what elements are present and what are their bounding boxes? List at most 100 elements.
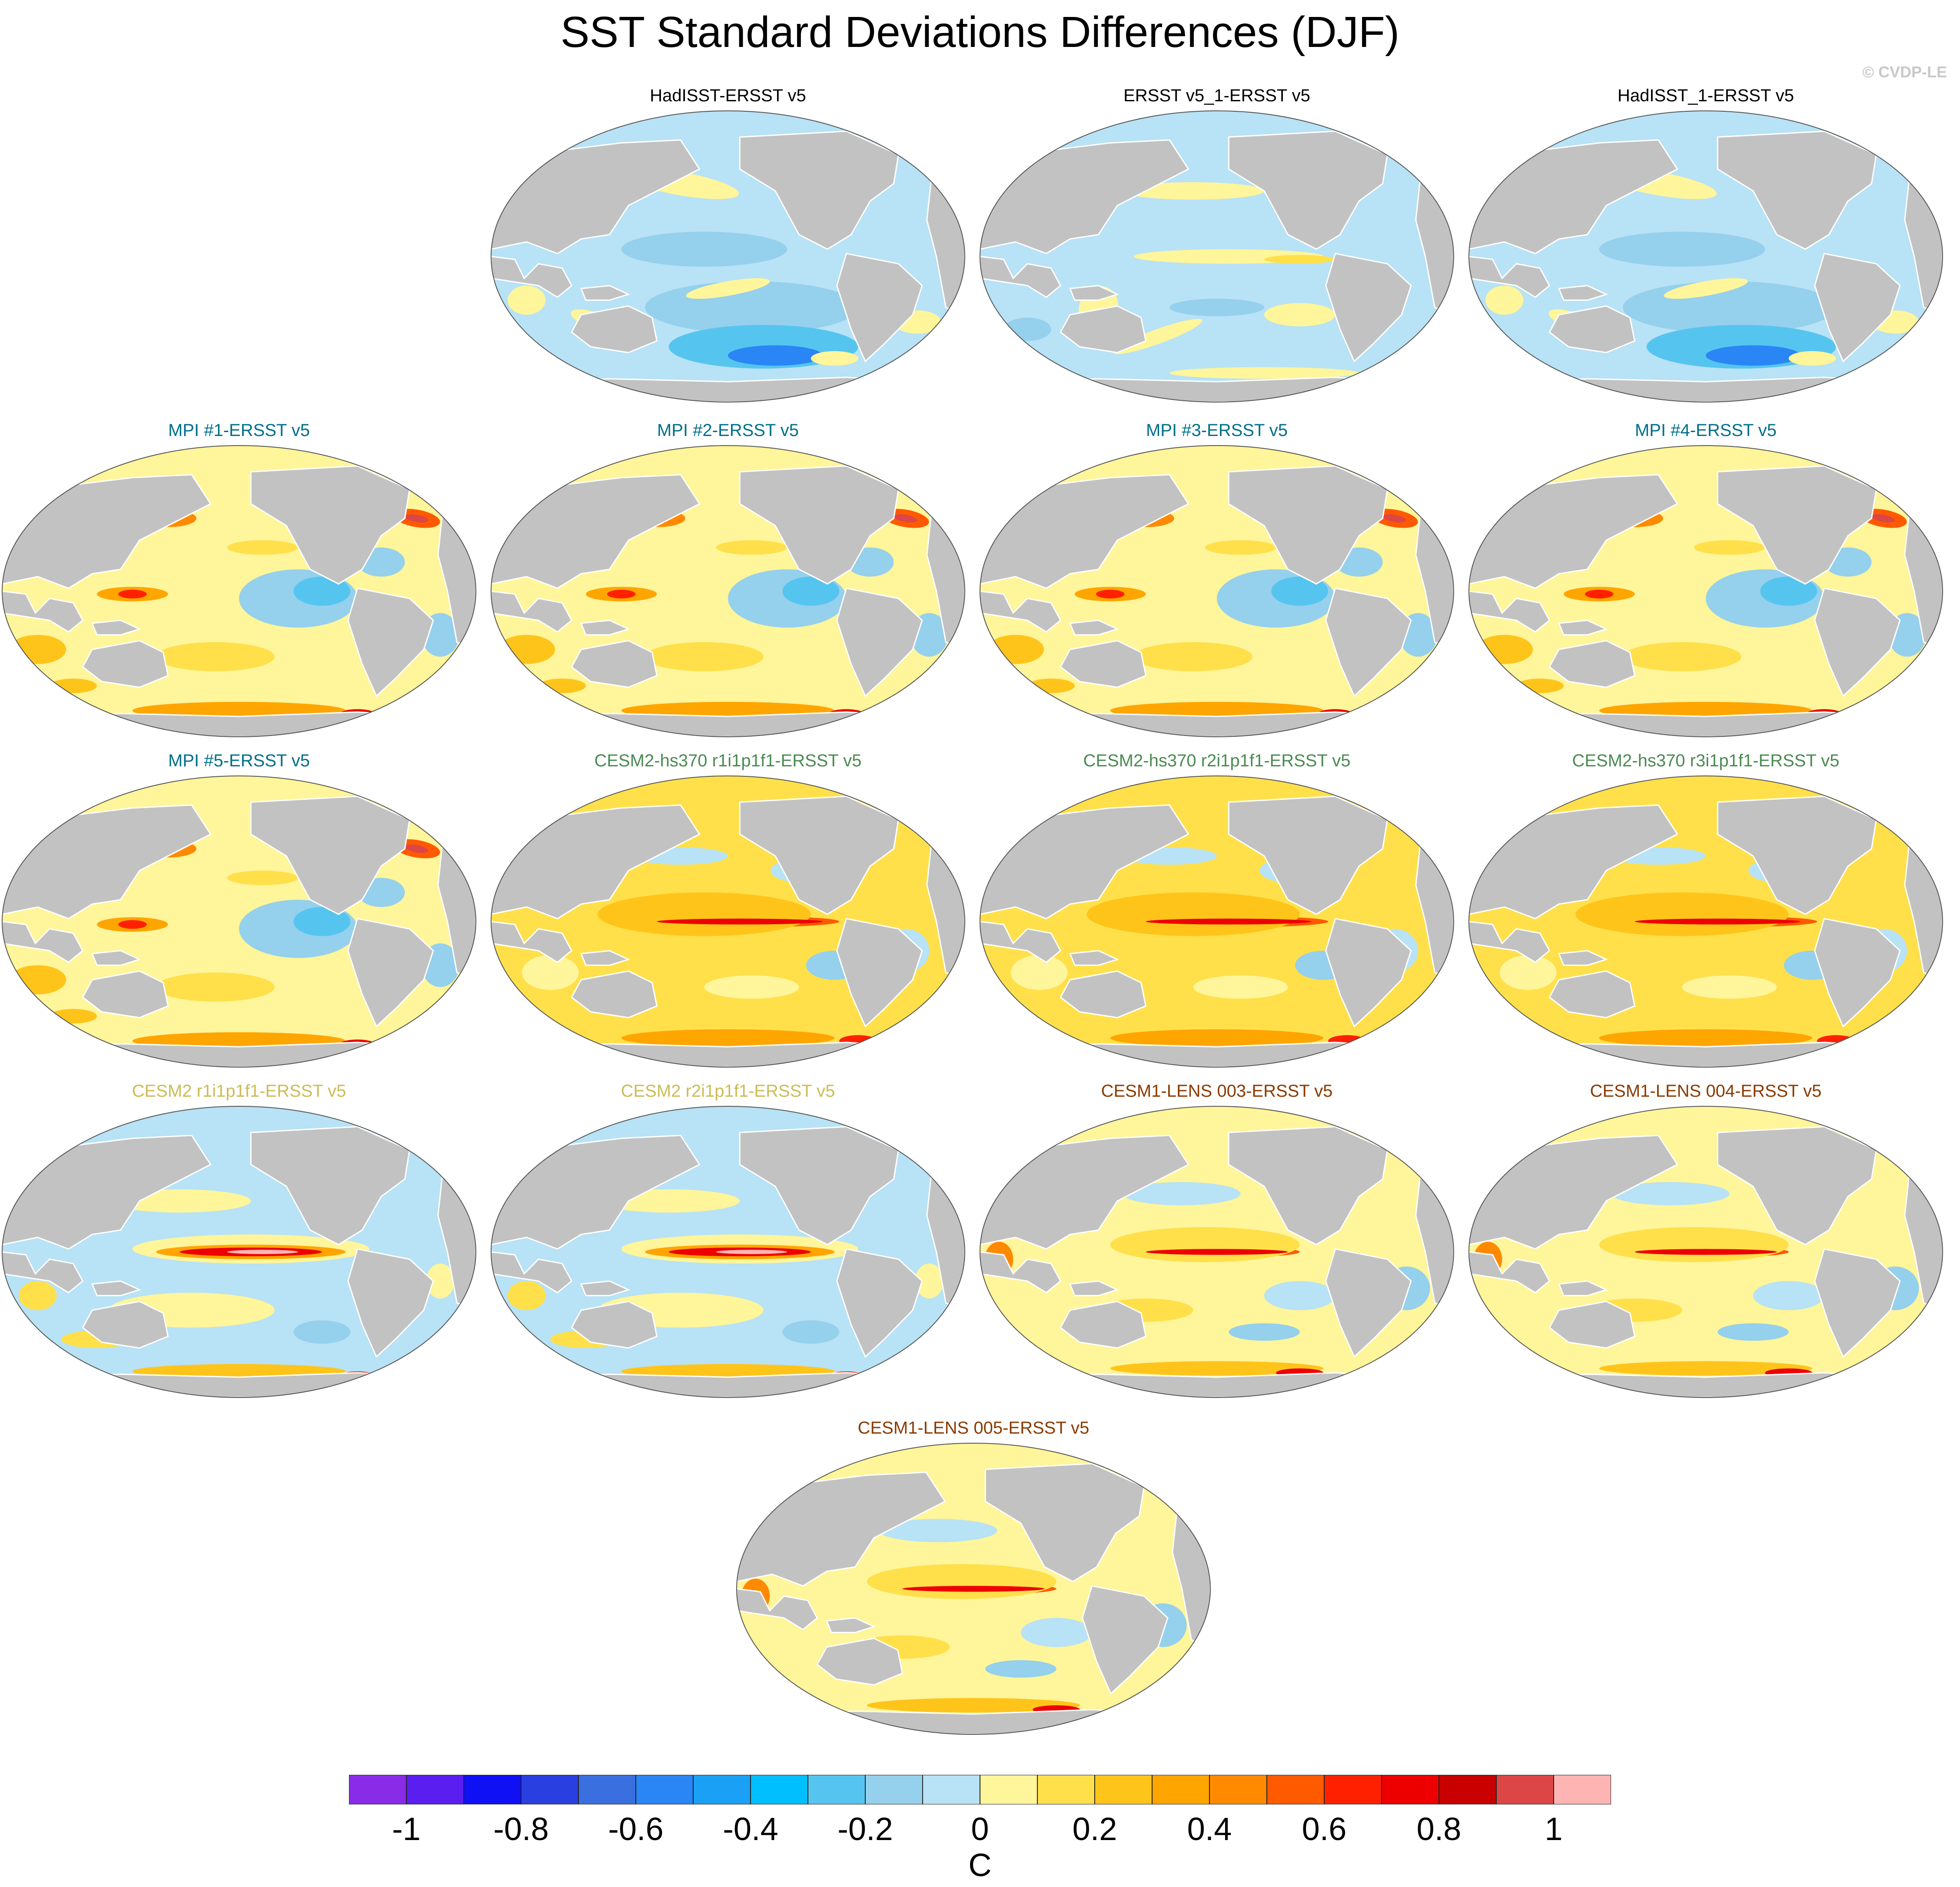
anomaly-contour — [1110, 1029, 1324, 1047]
map-outline — [1468, 1106, 1943, 1398]
anomaly-contour — [1122, 1182, 1241, 1205]
land-mass — [1814, 918, 1901, 1028]
land-mass — [82, 1301, 169, 1349]
panel-title: CESM1-LENS 005-ERSST v5 — [857, 1418, 1090, 1438]
panel-title: CESM1-LENS 004-ERSST v5 — [1590, 1082, 1822, 1101]
colorbar-tick-label: 0.8 — [1416, 1811, 1462, 1847]
land-mass — [91, 1280, 142, 1296]
anomaly-contour — [1021, 1618, 1092, 1647]
anomaly-contour — [1599, 1361, 1813, 1376]
colorbar-swatch — [1382, 1775, 1439, 1804]
land-mass — [1814, 1248, 1901, 1358]
land-mass — [1069, 1280, 1120, 1296]
anomaly-contour — [1499, 955, 1557, 990]
colorbar-unit: C — [968, 1847, 992, 1883]
robinson-map — [2, 775, 476, 1068]
anomaly-contour — [621, 232, 787, 267]
land-mass — [737, 1588, 818, 1631]
panel-title: MPI #2-ERSST v5 — [657, 421, 799, 440]
anomaly-contour — [894, 514, 917, 523]
anomaly-contour — [1634, 919, 1801, 925]
land-mass — [1558, 285, 1608, 301]
land-mass — [1325, 918, 1412, 1028]
credit-watermark: © CVDP-LE — [1862, 63, 1947, 81]
anomaly-contour — [1664, 278, 1748, 299]
map-outline — [980, 1106, 1454, 1398]
anomaly-contour — [716, 1249, 787, 1255]
anomaly-contour — [426, 1263, 455, 1299]
anomaly-contour — [782, 576, 840, 606]
map-panel: CESM2 r1i1p1f1-ERSST v5 — [0, 1080, 478, 1402]
map-panel: CESM2-hs370 r2i1p1f1-ERSST v5 — [978, 750, 1456, 1072]
panel-title: HadISST-ERSST v5 — [650, 86, 806, 105]
land-mass — [82, 970, 169, 1018]
land-mass — [739, 130, 900, 250]
land-mass — [571, 640, 658, 688]
anomaly-contour — [704, 975, 799, 999]
anomaly-contour — [728, 345, 823, 366]
land-mass — [571, 1301, 658, 1349]
colorbar-swatch — [808, 1775, 865, 1804]
anomaly-contour — [621, 1029, 835, 1047]
anomaly-contour — [1169, 299, 1264, 316]
land-mass — [1558, 950, 1608, 966]
land-mass — [1469, 256, 1551, 298]
panel-title: HadISST_1-ERSST v5 — [1617, 86, 1794, 105]
robinson-map — [2, 1106, 476, 1398]
land-mass — [737, 1471, 946, 1587]
anomaly-contour — [50, 679, 97, 693]
map-outline — [980, 445, 1454, 737]
land-mass — [980, 139, 1189, 254]
anomaly-contour — [716, 540, 787, 555]
land-mass — [1717, 795, 1877, 915]
anomaly-contour — [657, 919, 823, 925]
anomaly-contour — [1753, 1281, 1824, 1310]
land-mass — [836, 253, 923, 363]
land-mass — [250, 795, 411, 915]
anomaly-contour — [1599, 1227, 1789, 1262]
anomaly-contour — [19, 1281, 57, 1310]
colorbar-swatch — [1267, 1775, 1324, 1804]
colorbar-swatch — [1554, 1775, 1611, 1804]
anomaly-contour — [1146, 1249, 1288, 1255]
land-mass — [980, 1135, 1189, 1250]
land-mass — [1717, 465, 1877, 585]
colorbar — [349, 1775, 1611, 1804]
land-mass — [1060, 1301, 1147, 1349]
land-mass — [491, 590, 573, 633]
anomaly-contour — [1682, 975, 1777, 999]
colorbar-swatch — [1439, 1775, 1496, 1804]
robinson-map — [1468, 110, 1943, 403]
colorbar-swatch — [406, 1775, 464, 1804]
anomaly-contour — [1122, 182, 1264, 200]
land-mass — [91, 950, 142, 966]
anomaly-contour — [985, 1660, 1056, 1678]
anomaly-contour — [1788, 351, 1836, 366]
anomaly-contour — [987, 635, 1044, 664]
map-panel: MPI #3-ERSST v5 — [978, 419, 1456, 741]
anomaly-contour — [1010, 955, 1068, 990]
land-mass — [1469, 139, 1678, 254]
anomaly-contour — [1264, 303, 1335, 326]
anomaly-contour — [538, 679, 586, 693]
land-mass — [491, 804, 701, 919]
anomaly-contour — [1611, 1182, 1730, 1205]
anomaly-contour — [1871, 514, 1895, 523]
anomaly-contour — [156, 642, 275, 672]
land-mass — [1548, 305, 1636, 353]
land-mass — [984, 1463, 1145, 1582]
map-panel: CESM2-hs370 r1i1p1f1-ERSST v5 — [489, 750, 967, 1072]
panel-title: ERSST v5_1-ERSST v5 — [1123, 86, 1310, 105]
land-mass — [836, 587, 923, 697]
map-panel: ERSST v5_1-ERSST v5 — [978, 85, 1456, 406]
panel-title: CESM2-hs370 r1i1p1f1-ERSST v5 — [594, 751, 862, 770]
land-mass — [1558, 619, 1608, 636]
anomaly-contour — [1229, 1323, 1300, 1341]
land-mass — [1060, 640, 1147, 688]
colorbar-tick-label: 0.2 — [1072, 1811, 1117, 1847]
colorbar-swatch — [578, 1775, 636, 1804]
land-mass — [980, 590, 1062, 633]
anomaly-contour — [9, 965, 66, 995]
land-mass — [347, 918, 434, 1028]
robinson-map — [980, 110, 1454, 403]
